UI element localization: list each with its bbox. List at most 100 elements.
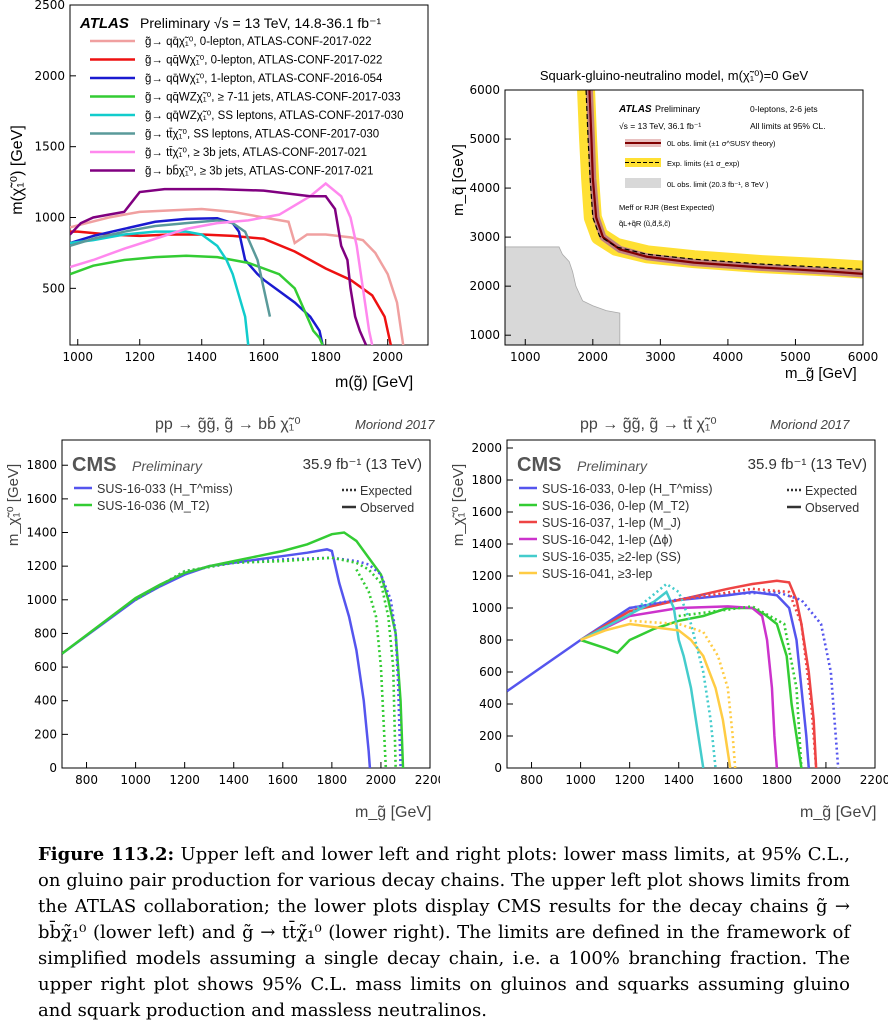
cms-bb-ytick-label: 1200: [26, 559, 57, 573]
cms-tt-ytick-label: 800: [479, 633, 502, 647]
sqgl-ytick-label: 3000: [469, 230, 500, 244]
cms-tt-ylabel: m_χ̃₁⁰ [GeV]: [450, 464, 467, 546]
sqgl-legend: ATLAS Preliminary √s = 13 TeV, 36.1 fb⁻¹ 0-…: [618, 104, 826, 228]
sqgl-legend-entry: q̃L+q̃R (ũ,d̃,s̃,c̃): [619, 219, 671, 228]
cms-bb-series: [62, 531, 405, 768]
atlas-xtick-label: 1000: [62, 350, 93, 364]
cms-tt-ytick-label: 1400: [471, 537, 502, 551]
atlas-series-line: [70, 230, 250, 345]
atlas-series-line: [70, 207, 405, 345]
cms-tt-observed-label: Observed: [805, 501, 859, 515]
sqgl-legend-entry: 0L obs. limit (20.3 fb⁻¹, 8 TeV ): [667, 180, 769, 189]
sqgl-legend-swatch: [625, 178, 661, 188]
cms-bb-series-line: [134, 556, 397, 768]
atlas-legend-entry: g̃→ qq̄Wχ̃₁⁰, 0-lepton, ATLAS-CONF-2017-…: [145, 55, 382, 67]
cms-bb-xtick-label: 800: [75, 773, 98, 787]
cms-tt-ytick-label: 1000: [471, 601, 502, 615]
atlas-series-line: [70, 254, 324, 345]
sqgl-xtick-label: 2000: [578, 350, 609, 364]
cms-bb-legend-entry: SUS-16-036 (M_T2): [97, 499, 210, 513]
atlas-xtick-label: 1200: [124, 350, 155, 364]
cms-tt-lumi: 35.9 fb⁻¹ (13 TeV): [748, 456, 867, 473]
sqgl-header-rest: Preliminary: [655, 104, 701, 114]
cms-tt-ytick-label: 2000: [471, 441, 502, 455]
sqgl-legend-entry: 0L obs. limit (±1 σ^SUSY theory): [667, 139, 776, 148]
cms-bb-ylabel: m_χ̃₁⁰ [GeV]: [5, 464, 22, 546]
caption-text: Upper left and lower left and right plot…: [38, 844, 850, 1021]
cms-bb-title: pp → g̃g̃, g̃ → bb̄ χ̃₁⁰: [155, 416, 301, 433]
cms-bb-xtick-label: 2000: [366, 773, 397, 787]
atlas-xlabel: m(g̃) [GeV]: [335, 374, 413, 391]
cms-bb-xtick-label: 1200: [169, 773, 200, 787]
cms-tt-ytick-label: 1200: [471, 569, 502, 583]
atlas-series: [70, 181, 405, 345]
sqgl-ytick-label: 1000: [469, 328, 500, 342]
cms-tt-xlabel: m_g̃ [GeV]: [800, 804, 876, 821]
cms-tt-xtick-label: 1400: [663, 773, 694, 787]
cms-bb-legend-entry: SUS-16-033 (H_T^miss): [97, 482, 233, 496]
sqgl-obs-line: [588, 90, 863, 275]
atlas-ytick-label: 2500: [34, 0, 65, 12]
cms-bb-ytick-label: 1000: [26, 593, 57, 607]
cms-tt-legend-entry: SUS-16-033, 0-lep (H_T^miss): [542, 482, 713, 496]
atlas-xtick-label: 1600: [248, 350, 279, 364]
sqgl-xtick-label: 5000: [780, 350, 811, 364]
cms-bb-series-line: [62, 548, 372, 768]
cms-tt-xtick-label: 2200: [860, 773, 888, 787]
caption-label: Figure 113.2:: [38, 844, 175, 865]
cms-bb-ytick-label: 1400: [26, 526, 57, 540]
cms-tt-expected-label: Expected: [805, 484, 857, 498]
cms-bb-xlabel: m_g̃ [GeV]: [355, 804, 431, 821]
atlas-series-line: [70, 216, 324, 345]
atlas-legend-entry: g̃→ qq̄χ̃₁⁰, 0-lepton, ATLAS-CONF-2017-0…: [145, 36, 372, 48]
cms-bb-ytick-label: 200: [34, 727, 57, 741]
cms-tt-series-line: [628, 582, 717, 768]
cms-tt-ytick-label: 400: [479, 697, 502, 711]
sqgl-legend-entry: Exp. limits (±1 σ_exp): [667, 159, 740, 168]
cms-tt-series: [507, 579, 840, 768]
sqgl-xtick-label: 4000: [713, 350, 744, 364]
sqgl-info: √s = 13 TeV, 36.1 fb⁻¹: [619, 121, 701, 131]
cms-bb-observed-label: Observed: [360, 501, 414, 515]
cms-bb-axes: 800 1000 1200 1400 1600 1800 2000 2200 0 200 400 60…: [26, 458, 440, 787]
atlas-ytick-label: 1000: [34, 211, 65, 225]
sqgl-info: 0-leptons, 2-6 jets: [750, 104, 818, 114]
cms-bb-series-line: [134, 556, 402, 768]
atlas-ytick-label: 2000: [34, 69, 65, 83]
cms-bb-ytick-label: 600: [34, 660, 57, 674]
sqgl-axes: 1000 2000 3000 4000 5000 6000 1000 2000 3000 4000…: [469, 83, 878, 364]
cms-tt-legend-entry: SUS-16-042, 1-lep (Δϕ): [542, 533, 673, 547]
cms-tt-legend-entry: SUS-16-037, 1-lep (M_J): [542, 516, 681, 530]
atlas-xtick-label: 1400: [186, 350, 217, 364]
atlas-series-line: [70, 187, 368, 345]
atlas-legend-entry: g̃→ qq̄WZχ̃₁⁰, SS leptons, ATLAS-CONF-20…: [145, 110, 404, 122]
cms-tt-legend-entry: SUS-16-036, 0-lep (M_T2): [542, 499, 689, 513]
cms-tt-legend-entry: SUS-16-035, ≥2-lep (SS): [542, 550, 681, 564]
cms-bb-ytick-label: 800: [34, 626, 57, 640]
cms-tt-ytick-label: 600: [479, 665, 502, 679]
cms-tt-xtick-label: 2000: [811, 773, 842, 787]
atlas-ytick-label: 500: [42, 281, 65, 295]
cms-tt-series-line: [629, 619, 737, 768]
squark-gluino-limit-chart: Squark-gluino-neutralino model, m(χ̃₁⁰)=…: [450, 68, 878, 382]
cms-tt-series-line: [629, 590, 840, 768]
sqgl-xlabel: m_g̃ [GeV]: [785, 365, 857, 382]
sqgl-series: [505, 90, 863, 345]
atlas-legend-entry: g̃→ tt̄χ̃₁⁰, SS leptons, ATLAS-CONF-2017…: [145, 128, 379, 140]
cms-tt-legend-entry: SUS-16-041, ≥3-lep: [542, 567, 652, 581]
atlas-header-bold: ATLAS: [79, 15, 129, 32]
cms-tt-header-italic: Preliminary: [577, 458, 648, 474]
cms-tt-legend: SUS-16-033, 0-lep (H_T^miss) SUS-16-036, …: [519, 482, 859, 581]
cms-tt-xtick-label: 1600: [713, 773, 744, 787]
atlas-ytick-label: 1500: [34, 140, 65, 154]
sqgl-ytick-label: 4000: [469, 181, 500, 195]
sqgl-ytick-label: 6000: [469, 83, 500, 97]
sqgl-xtick-label: 3000: [645, 350, 676, 364]
atlas-legend: g̃→ qq̄χ̃₁⁰, 0-lepton, ATLAS-CONF-2017-0…: [90, 36, 403, 178]
cms-tt-xtick-label: 1200: [614, 773, 645, 787]
sqgl-header-bold: ATLAS: [618, 104, 652, 115]
cms-bb-series-line: [355, 568, 388, 768]
cms-tt-axes: 800 1000 1200 1400 1600 1800 2000 2200 0 200 400 60…: [471, 441, 888, 787]
cms-bb-ytick-label: 1600: [26, 492, 57, 506]
sqgl-run1-region: [505, 246, 621, 345]
